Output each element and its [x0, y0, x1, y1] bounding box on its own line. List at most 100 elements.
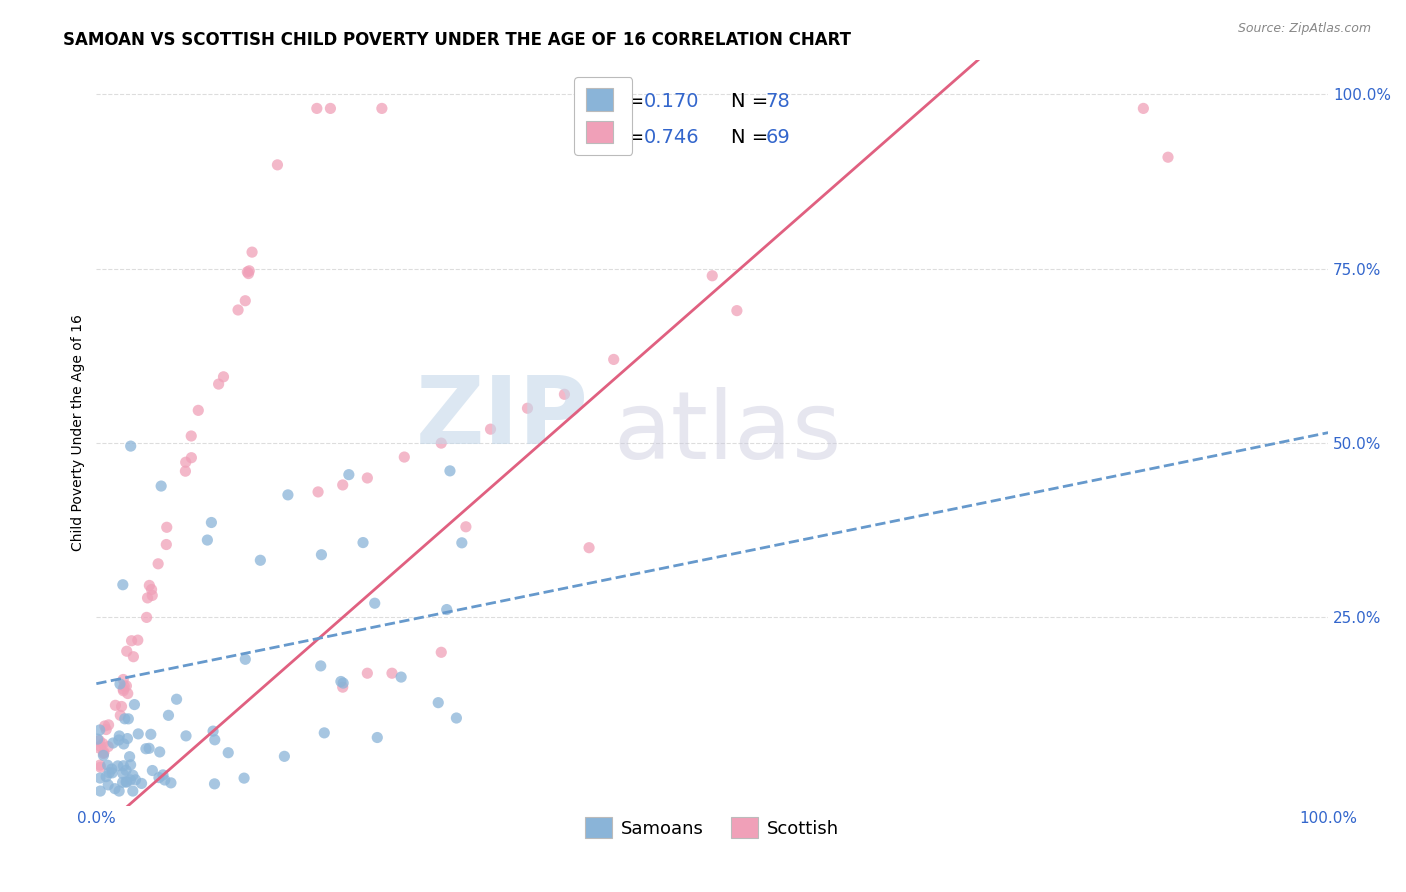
Point: [226, 303, 249, 318]
Point: [111, 766, 134, 780]
Point: [115, 679, 138, 693]
Point: [427, 696, 450, 710]
Point: [319, 102, 342, 116]
Point: [238, 267, 260, 281]
Point: [436, 602, 458, 616]
Point: [149, 745, 172, 759]
Point: [115, 764, 138, 778]
Point: [352, 535, 374, 549]
Point: [108, 677, 131, 691]
Point: [112, 737, 135, 751]
Point: [127, 727, 149, 741]
Point: [337, 467, 360, 482]
Point: [240, 245, 263, 260]
Point: [91, 737, 114, 751]
Point: [180, 450, 202, 465]
Point: [152, 768, 174, 782]
Text: 69: 69: [765, 128, 790, 147]
Point: [89, 739, 111, 754]
Point: [381, 666, 404, 681]
Point: [89, 758, 111, 772]
Point: [233, 652, 256, 666]
Point: [93, 748, 115, 763]
Text: atlas: atlas: [613, 386, 842, 479]
Point: [187, 403, 209, 417]
Text: 0.170: 0.170: [644, 92, 699, 111]
Point: [138, 741, 160, 756]
Point: [96, 723, 118, 737]
Text: R =: R =: [607, 128, 650, 147]
Point: [332, 680, 354, 694]
Point: [329, 674, 352, 689]
Point: [236, 265, 259, 279]
Point: [111, 775, 134, 789]
Point: [101, 736, 124, 750]
Text: 78: 78: [765, 92, 790, 111]
Point: [702, 268, 724, 283]
Point: [356, 471, 378, 485]
Point: [141, 582, 163, 597]
Point: [156, 520, 179, 534]
Point: [266, 158, 288, 172]
Text: N =: N =: [731, 92, 775, 111]
Point: [305, 102, 328, 116]
Y-axis label: Child Poverty Under the Age of 16: Child Poverty Under the Age of 16: [72, 314, 86, 551]
Point: [124, 772, 146, 787]
Point: [107, 759, 129, 773]
Point: [212, 369, 235, 384]
Point: [371, 102, 394, 116]
Point: [332, 676, 354, 690]
Point: [89, 784, 111, 798]
Point: [578, 541, 600, 555]
Point: [117, 712, 139, 726]
Point: [356, 666, 378, 681]
Point: [93, 719, 115, 733]
Point: [309, 659, 332, 673]
Point: [314, 726, 336, 740]
Point: [148, 771, 170, 785]
Point: [93, 747, 115, 761]
Point: [120, 757, 142, 772]
Point: [366, 731, 388, 745]
Point: [1132, 102, 1154, 116]
Point: [200, 516, 222, 530]
Point: [233, 293, 256, 308]
Point: [89, 723, 111, 737]
Point: [97, 778, 120, 792]
Point: [394, 450, 416, 464]
Point: [104, 781, 127, 796]
Point: [249, 553, 271, 567]
Point: [430, 436, 453, 450]
Point: [100, 762, 122, 776]
Point: [112, 679, 135, 693]
Point: [174, 729, 197, 743]
Text: R =: R =: [607, 92, 650, 111]
Point: [110, 708, 132, 723]
Point: [217, 746, 239, 760]
Point: [121, 768, 143, 782]
Point: [725, 303, 748, 318]
Text: Source: ZipAtlas.com: Source: ZipAtlas.com: [1237, 22, 1371, 36]
Point: [96, 770, 118, 784]
Point: [118, 749, 141, 764]
Point: [120, 772, 142, 787]
Point: [332, 478, 354, 492]
Point: [153, 772, 176, 787]
Text: 0.746: 0.746: [644, 128, 699, 147]
Point: [97, 718, 120, 732]
Point: [389, 670, 412, 684]
Point: [89, 760, 111, 774]
Point: [115, 774, 138, 789]
Point: [454, 520, 477, 534]
Point: [430, 645, 453, 659]
Point: [450, 536, 472, 550]
Point: [146, 557, 169, 571]
Point: [98, 765, 121, 780]
Point: [135, 741, 157, 756]
Legend: Samoans, Scottish: Samoans, Scottish: [578, 810, 846, 846]
Point: [446, 711, 468, 725]
Point: [180, 429, 202, 443]
Point: [115, 775, 138, 789]
Point: [104, 698, 127, 713]
Point: [97, 758, 120, 772]
